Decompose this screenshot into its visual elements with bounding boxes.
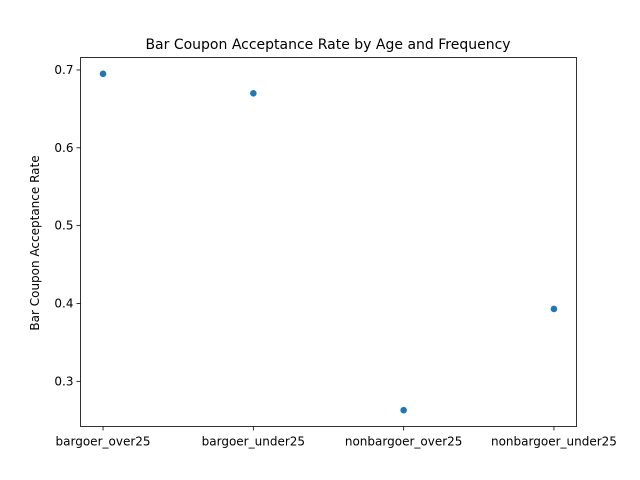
x-tick-label: nonbargoer_under25 xyxy=(491,435,617,449)
y-tick-label: 0.7 xyxy=(54,63,73,77)
data-point xyxy=(399,406,408,415)
y-tick-label: 0.3 xyxy=(54,374,73,388)
y-axis-label: Bar Coupon Acceptance Rate xyxy=(28,155,42,330)
plot-area-frame xyxy=(80,57,577,427)
y-tick-label: 0.4 xyxy=(54,297,73,311)
x-tick-label: bargoer_under25 xyxy=(202,435,305,449)
y-tick-label: 0.5 xyxy=(54,219,73,233)
data-point xyxy=(249,89,258,98)
x-tick-label: bargoer_over25 xyxy=(56,435,151,449)
chart-title: Bar Coupon Acceptance Rate by Age and Fr… xyxy=(145,37,510,53)
data-point xyxy=(550,305,558,313)
y-tick-label: 0.6 xyxy=(54,141,73,155)
data-point xyxy=(99,69,107,78)
x-tick-label: nonbargoer_over25 xyxy=(345,435,463,449)
